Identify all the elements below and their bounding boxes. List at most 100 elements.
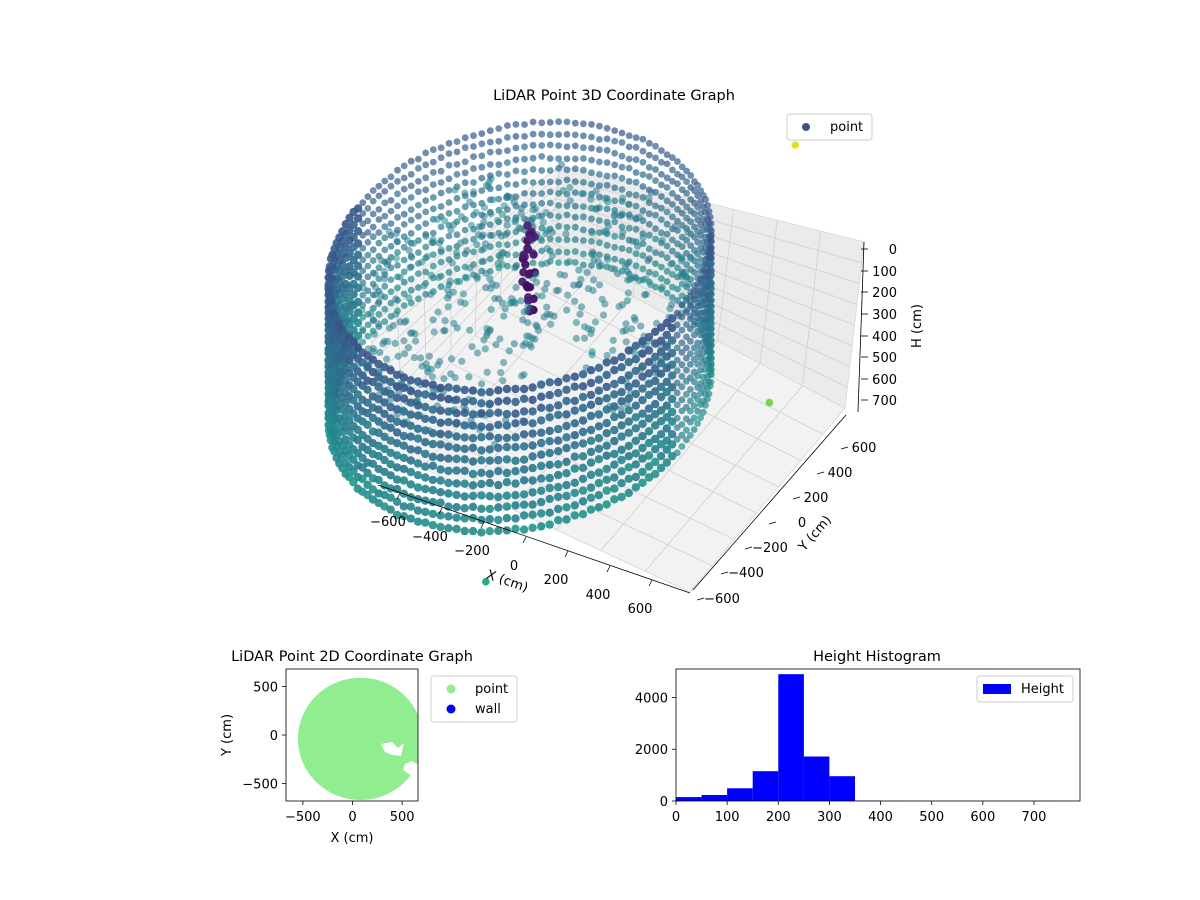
point-3d — [658, 204, 665, 212]
point-3d — [511, 264, 519, 272]
point-3d — [603, 172, 611, 180]
point-3d — [399, 394, 409, 403]
point-3d — [656, 417, 666, 426]
point-3d — [645, 164, 653, 171]
point-3d — [652, 177, 659, 185]
point-3d — [638, 384, 647, 393]
point-3d — [484, 182, 492, 190]
point-3d — [392, 475, 402, 484]
point-3d — [523, 245, 533, 254]
point-3d — [562, 410, 571, 419]
point-3d — [453, 161, 461, 168]
point-3d — [436, 498, 445, 507]
point-3d — [480, 203, 488, 211]
point-3d — [345, 356, 354, 365]
point-3d — [586, 390, 596, 400]
point-3d — [562, 385, 571, 394]
point-3d — [610, 412, 619, 422]
point-3d — [511, 524, 520, 533]
point-3d — [445, 244, 453, 252]
histogram-bar — [727, 788, 753, 801]
y-tick-3d — [840, 446, 849, 450]
point-3d — [618, 223, 626, 231]
point-3d — [400, 290, 408, 298]
point-3d — [444, 430, 453, 439]
point-3d — [437, 283, 445, 291]
point-3d — [463, 274, 471, 282]
point-3d — [477, 515, 486, 525]
point-3d — [400, 337, 408, 345]
point-3d — [512, 121, 520, 128]
point-3d — [638, 443, 647, 453]
point-3d — [394, 284, 401, 292]
point-3d — [437, 189, 445, 197]
point-3d — [486, 161, 494, 168]
point-3d — [632, 250, 640, 258]
point-3d — [652, 235, 659, 243]
point-3d — [477, 479, 486, 489]
point-3d — [594, 444, 604, 453]
point-3d — [437, 258, 445, 266]
point-3d — [486, 148, 494, 156]
point-3d — [611, 255, 619, 263]
point-3d — [394, 262, 401, 269]
point-3d — [406, 493, 415, 502]
point-3d — [421, 496, 430, 505]
point-3d — [521, 155, 528, 163]
point-3d — [662, 377, 671, 386]
point-3d — [697, 389, 704, 397]
point-3d — [386, 402, 395, 412]
y-tick-3d — [744, 546, 753, 550]
point-3d — [460, 444, 469, 454]
point-3d — [658, 193, 665, 200]
point-3d — [504, 159, 511, 167]
point-3d — [592, 205, 600, 213]
point-3d — [537, 428, 546, 437]
point-3d — [377, 291, 385, 299]
point-3d — [364, 273, 372, 281]
point-3d — [554, 482, 563, 492]
point-3d — [521, 168, 528, 176]
point-3d — [545, 437, 554, 446]
point-3d — [691, 187, 698, 195]
y-tick-label-2d: 500 — [253, 680, 278, 695]
point-3d — [528, 510, 537, 519]
point-3d — [596, 251, 603, 259]
point-3d — [359, 314, 367, 321]
point-3d — [528, 476, 537, 485]
point-3d — [545, 473, 554, 483]
point-3d — [519, 465, 529, 474]
point-3d — [425, 352, 433, 360]
point-3d — [651, 434, 660, 444]
point-3d — [694, 420, 701, 427]
point-3d — [452, 479, 461, 488]
point-3d — [502, 384, 512, 394]
point-3d — [652, 249, 659, 256]
point-3d — [528, 463, 537, 473]
point-3d — [629, 237, 637, 245]
point-3d — [413, 459, 423, 468]
point-3d — [669, 294, 676, 301]
point-3d — [375, 239, 383, 247]
point-3d — [528, 383, 537, 392]
point-3d — [687, 337, 694, 345]
point-3d — [460, 466, 469, 476]
point-3d — [452, 513, 461, 522]
point-3d — [504, 122, 511, 129]
point-3d — [430, 328, 438, 336]
grid-line — [600, 363, 761, 551]
point-3d — [683, 390, 690, 398]
point-3d — [602, 370, 611, 380]
point-3d — [413, 401, 423, 410]
point-3d — [594, 455, 604, 464]
point-cloud-3d — [324, 118, 800, 586]
point-3d — [678, 163, 686, 171]
point-3d — [466, 326, 474, 334]
point-3d — [532, 205, 540, 213]
point-3d — [418, 362, 426, 370]
point-3d — [580, 261, 587, 269]
point-3d — [651, 339, 660, 348]
point-3d — [460, 408, 469, 417]
point-3d — [644, 451, 654, 460]
point-3d — [468, 502, 478, 511]
